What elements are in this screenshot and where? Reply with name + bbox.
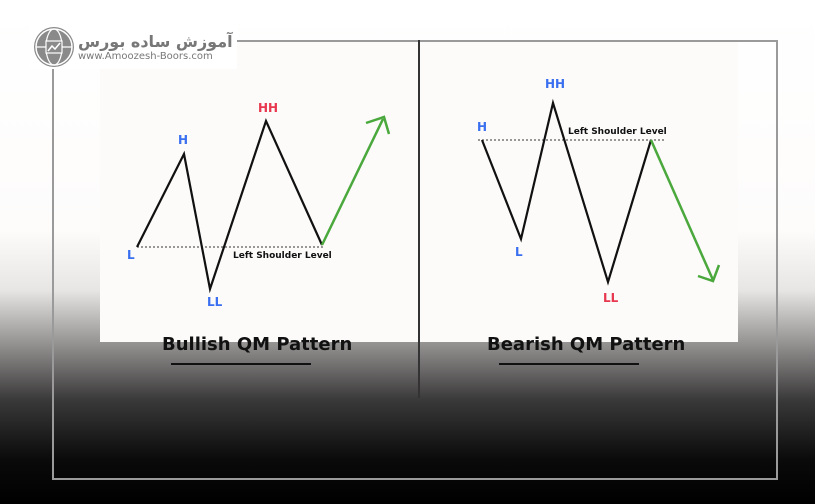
bullish-price-path [136, 117, 324, 294]
bullish-panel [100, 42, 418, 342]
bearish-diagram [478, 98, 721, 286]
logo-url: www.Amoozesh-Boors.com [78, 51, 213, 62]
bearish-level-label: Left Shoulder Level [568, 127, 667, 137]
bullish-title: Bullish QM Pattern [162, 334, 353, 355]
bearish-label-h: H [477, 120, 488, 134]
bearish-label-l: L [515, 245, 523, 259]
bullish-label-ll: LL [207, 295, 223, 309]
bearish-title: Bearish QM Pattern [487, 334, 686, 355]
logo[interactable]: آموزش ساده بورس www.Amoozesh-Boors.com [30, 25, 237, 69]
bullish-diagram [136, 115, 391, 294]
bullish-label-l: L [127, 248, 135, 262]
frame-border [52, 40, 778, 480]
bearish-arrow-head [697, 264, 721, 283]
bearish-label-hh: HH [545, 77, 566, 91]
globe-chart-icon [34, 27, 74, 67]
bullish-label-h: H [178, 133, 189, 147]
bullish-up-arrow [320, 118, 385, 246]
bullish-level-label: Left Shoulder Level [233, 251, 332, 261]
bearish-panel [420, 42, 738, 342]
logo-name: آموزش ساده بورس [78, 32, 233, 51]
bullish-underline [171, 363, 311, 365]
bearish-price-path [480, 98, 653, 286]
bearish-down-arrow [649, 139, 715, 281]
bullish-arrow-head [365, 115, 391, 135]
bearish-label-ll: LL [603, 291, 619, 305]
bullish-label-hh: HH [258, 101, 279, 115]
divider [418, 40, 420, 398]
bearish-underline [499, 363, 639, 365]
